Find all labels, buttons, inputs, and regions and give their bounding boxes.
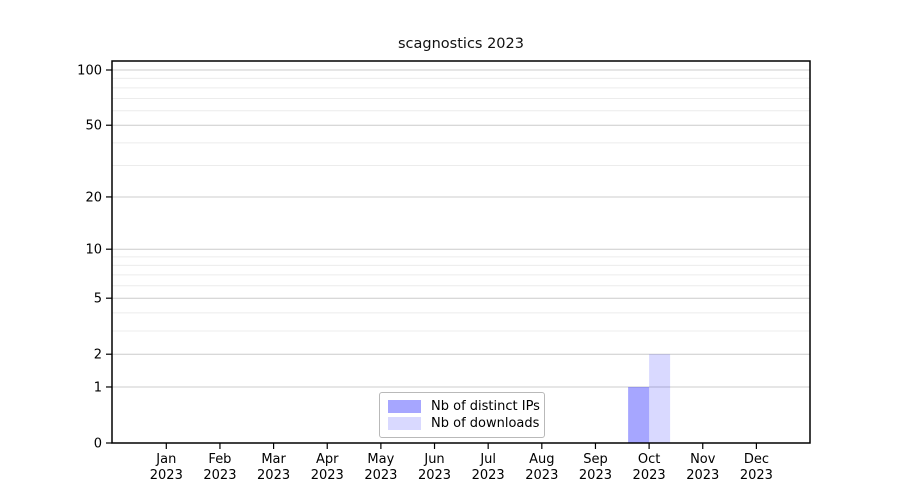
y-tick-label: 10 [85,243,102,258]
x-tick-label: Oct 2023 [633,452,666,483]
x-tick-label: Sep 2023 [579,452,612,483]
legend-item-downloads: Nb of downloads [388,416,540,432]
x-tick-label: Dec 2023 [740,452,773,483]
legend-label-downloads: Nb of downloads [431,416,540,432]
legend: Nb of distinct IPs Nb of downloads [379,392,545,438]
legend-label-distinct-ips: Nb of distinct IPs [431,398,540,414]
x-tick-label: Apr 2023 [311,452,344,483]
y-tick-label: 2 [94,348,102,363]
x-tick-label: Feb 2023 [203,452,236,483]
y-tick-label: 20 [85,190,102,205]
legend-item-distinct-ips: Nb of distinct IPs [388,399,540,414]
y-tick-label: 5 [94,292,102,307]
bar-downloads [649,354,671,443]
legend-swatch-distinct-ips [388,399,421,413]
legend-swatch-downloads [388,417,421,431]
y-tick-label: 1 [94,380,102,395]
x-tick-label: Jun 2023 [418,452,451,483]
x-tick-label: Jan 2023 [150,452,183,483]
plot-border [111,60,811,444]
y-tick-label: 0 [94,437,102,452]
x-tick-label: Jul 2023 [472,452,505,483]
x-tick-label: May 2023 [364,452,397,483]
bar-distinct-ips [628,386,650,443]
y-tick-label: 50 [85,119,102,134]
x-tick-label: Aug 2023 [525,452,558,483]
x-tick-label: Nov 2023 [686,452,719,483]
y-tick-label: 100 [77,64,102,79]
chart-title: scagnostics 2023 [398,36,524,52]
x-tick-label: Mar 2023 [257,452,290,483]
